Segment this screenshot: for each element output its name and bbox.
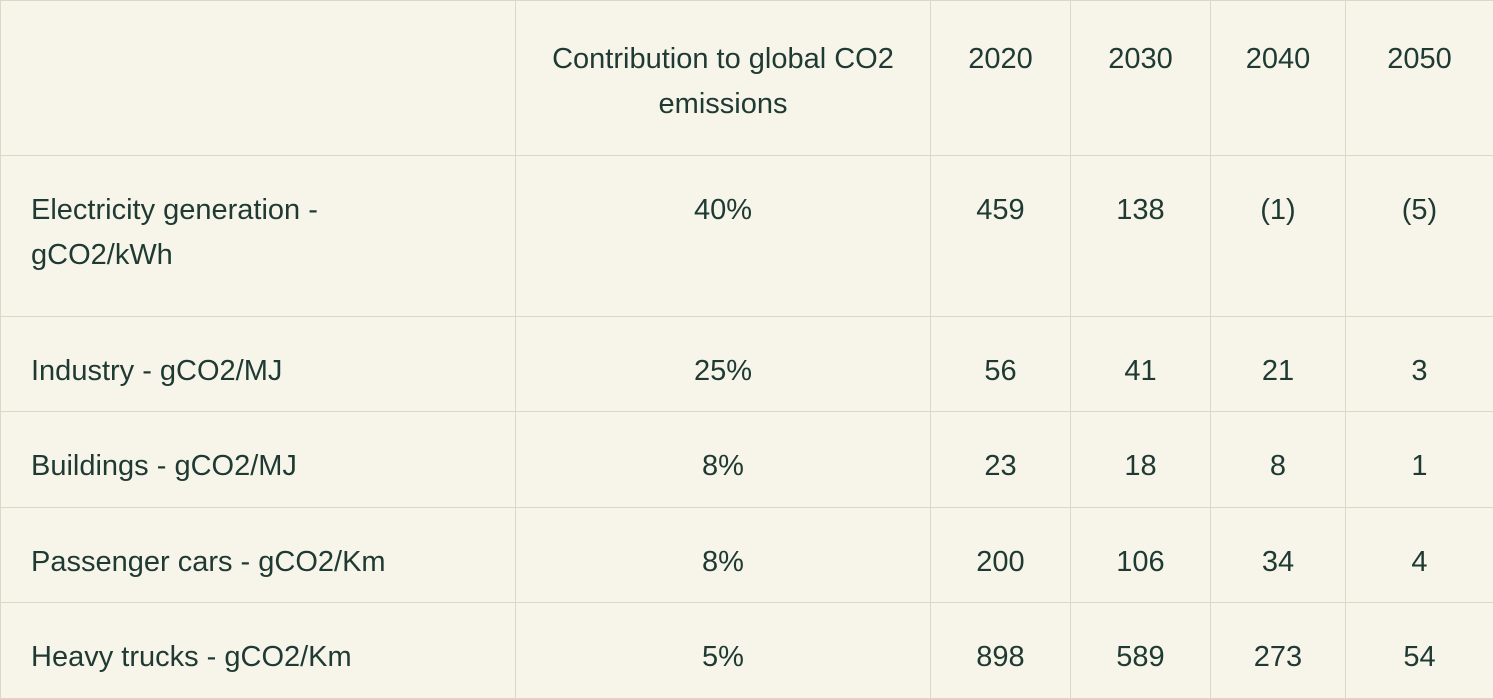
header-row: Contribution to global CO2 emissions 202…: [0, 0, 1493, 156]
value-2040: (1): [1210, 155, 1346, 317]
row-label: Buildings - gCO2/MJ: [0, 411, 516, 508]
value-2050: 3: [1345, 315, 1493, 413]
row-label-text: Industry - gCO2/MJ: [31, 354, 283, 387]
value-2040: 21: [1210, 315, 1346, 413]
value-2040: 34: [1210, 506, 1346, 604]
value-2020: 459: [930, 155, 1071, 317]
table-row: Industry - gCO2/MJ 25% 56 41 21 3: [0, 315, 1493, 413]
row-label: Heavy trucks - gCO2/Km: [0, 602, 516, 699]
table-row: Heavy trucks - gCO2/Km 5% 898 589 273 54: [0, 602, 1493, 699]
value-2030: 138: [1070, 155, 1211, 317]
value-2050: (5): [1345, 155, 1493, 317]
value-2020: 23: [930, 411, 1071, 508]
contribution-value: 5%: [515, 602, 931, 699]
value-2040: 8: [1210, 411, 1346, 508]
contribution-value: 40%: [515, 155, 931, 317]
value-2040: 273: [1210, 602, 1346, 699]
value-2050: 1: [1345, 411, 1493, 508]
header-year-2050: 2050: [1345, 0, 1493, 156]
value-2030: 589: [1070, 602, 1211, 699]
header-year-2020: 2020: [930, 0, 1071, 156]
table-body: Electricity generation - gCO2/kWh 40% 459 1…: [0, 155, 1493, 699]
contribution-value: 8%: [515, 506, 931, 604]
value-2020: 898: [930, 602, 1071, 699]
header-contribution: Contribution to global CO2 emissions: [515, 0, 931, 156]
header-year-2040: 2040: [1210, 0, 1346, 156]
value-2030: 18: [1070, 411, 1211, 508]
table-row: Buildings - gCO2/MJ 8% 23 18 8 1: [0, 411, 1493, 508]
row-label-text: Electricity generation - gCO2/kWh: [31, 194, 318, 271]
value-2050: 54: [1345, 602, 1493, 699]
row-label: Industry - gCO2/MJ: [0, 315, 516, 413]
contribution-value: 8%: [515, 411, 931, 508]
contribution-value: 25%: [515, 315, 931, 413]
row-label-text: Passenger cars - gCO2/Km: [31, 545, 386, 578]
row-label: Passenger cars - gCO2/Km: [0, 506, 516, 604]
table-row: Electricity generation - gCO2/kWh 40% 459 1…: [0, 155, 1493, 317]
value-2020: 56: [930, 315, 1071, 413]
header-empty-cell: [0, 0, 516, 156]
value-2030: 106: [1070, 506, 1211, 604]
value-2030: 41: [1070, 315, 1211, 413]
value-2020: 200: [930, 506, 1071, 604]
row-label: Electricity generation - gCO2/kWh: [0, 155, 516, 317]
value-2050: 4: [1345, 506, 1493, 604]
row-label-text: Heavy trucks - gCO2/Km: [31, 641, 352, 674]
table-row: Passenger cars - gCO2/Km 8% 200 106 34 4: [0, 506, 1493, 604]
row-label-text: Buildings - gCO2/MJ: [31, 450, 297, 483]
header-year-2030: 2030: [1070, 0, 1211, 156]
